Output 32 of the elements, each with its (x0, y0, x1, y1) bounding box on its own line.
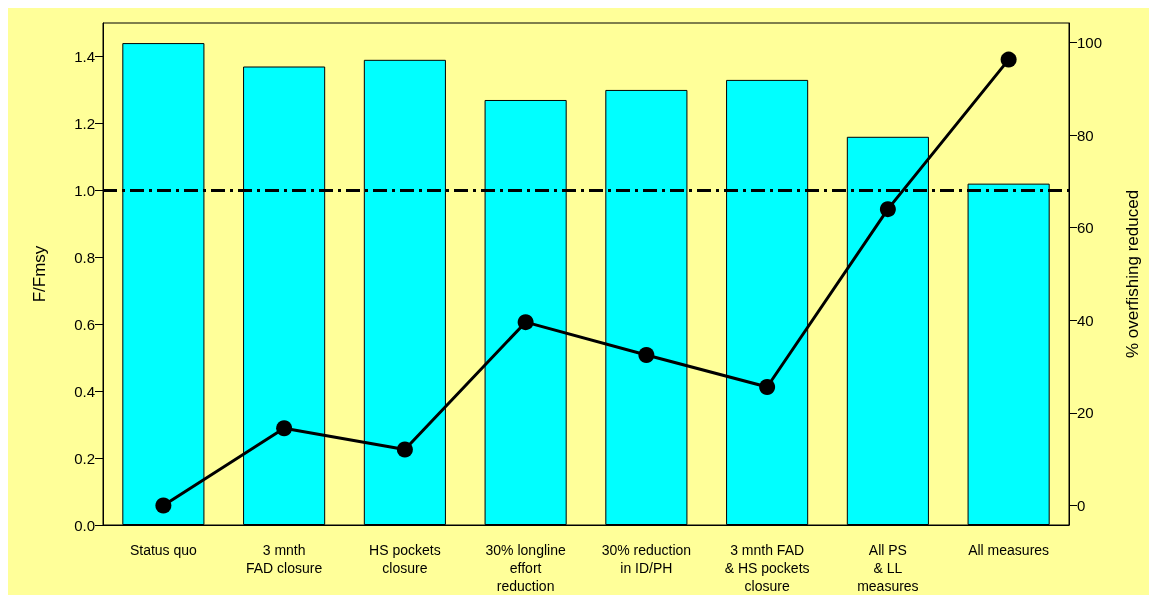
x-tick-label: All measures (968, 542, 1050, 558)
x-tick-label: HS pockets closure (369, 542, 441, 576)
y2-tick-label: 60 (1077, 219, 1094, 237)
point (759, 379, 776, 395)
x-tick-label: 30% reduction in ID/PH (601, 542, 692, 576)
y2-tick-label: 40 (1077, 311, 1094, 329)
y-tick-label: 1.0 (74, 181, 95, 199)
y2-tick-label: 0 (1077, 497, 1086, 515)
x-tick-label: 30% longline effort reduction (485, 542, 566, 594)
point (638, 347, 655, 364)
y2-tick-label: 100 (1077, 33, 1103, 51)
y-tick-label: 1.4 (74, 47, 95, 65)
point (155, 497, 172, 514)
y2-tick-label: 20 (1077, 404, 1094, 422)
x-tick-label: 3 mnth FAD closure (246, 542, 323, 576)
point (517, 314, 534, 331)
point (879, 201, 896, 218)
x-tick-label: Status quo (129, 542, 198, 558)
y-tick-label: 0.4 (74, 382, 95, 400)
y-tick-label: 0.2 (74, 449, 95, 467)
point (276, 420, 293, 437)
y-tick-label: 0.8 (74, 248, 95, 266)
y2-axis-title: % overfishing reduced (1123, 189, 1142, 359)
x-tick-label: 3 mnth FAD & HS pockets closure (724, 542, 810, 594)
point (396, 441, 413, 458)
x-tick-label: All PS & LL measures (857, 542, 919, 594)
y-tick-label: 1.2 (74, 114, 95, 132)
y-tick-label: 0.0 (74, 516, 95, 534)
y2-tick-label: 80 (1077, 126, 1094, 144)
y-tick-label: 0.6 (74, 315, 95, 333)
y-axis-title: F/Fmsy (30, 245, 49, 303)
point (1000, 51, 1017, 68)
